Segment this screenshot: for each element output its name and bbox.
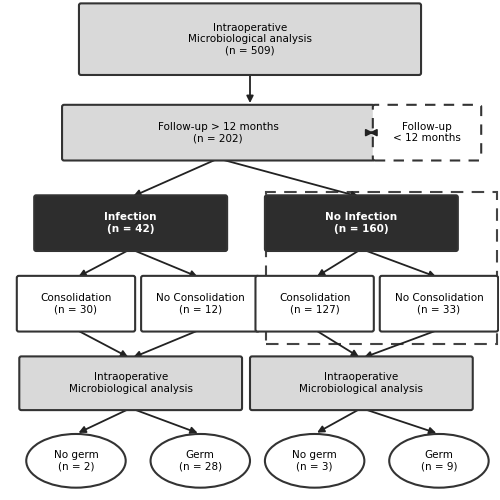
Text: No germ
(n = 3): No germ (n = 3): [292, 450, 337, 471]
FancyBboxPatch shape: [62, 105, 374, 160]
Text: Consolidation
(n = 127): Consolidation (n = 127): [279, 293, 350, 314]
Ellipse shape: [265, 434, 364, 488]
Text: No germ
(n = 2): No germ (n = 2): [54, 450, 98, 471]
Text: Consolidation
(n = 30): Consolidation (n = 30): [40, 293, 112, 314]
FancyBboxPatch shape: [265, 196, 458, 251]
FancyBboxPatch shape: [34, 196, 227, 251]
FancyBboxPatch shape: [373, 105, 481, 160]
FancyBboxPatch shape: [79, 4, 421, 75]
Ellipse shape: [389, 434, 488, 488]
Text: Intraoperative
Microbiological analysis: Intraoperative Microbiological analysis: [68, 372, 192, 394]
Text: Follow-up > 12 months
(n = 202): Follow-up > 12 months (n = 202): [158, 122, 278, 144]
FancyBboxPatch shape: [250, 356, 473, 410]
FancyBboxPatch shape: [20, 356, 242, 410]
FancyBboxPatch shape: [380, 276, 498, 332]
Text: No Infection
(n = 160): No Infection (n = 160): [326, 212, 398, 234]
FancyBboxPatch shape: [141, 276, 260, 332]
Text: Intraoperative
Microbiological analysis
(n = 509): Intraoperative Microbiological analysis …: [188, 22, 312, 56]
Text: Germ
(n = 9): Germ (n = 9): [420, 450, 457, 471]
Text: Intraoperative
Microbiological analysis: Intraoperative Microbiological analysis: [300, 372, 424, 394]
Bar: [266, 192, 496, 344]
Text: No Consolidation
(n = 33): No Consolidation (n = 33): [394, 293, 484, 314]
Ellipse shape: [26, 434, 126, 488]
Ellipse shape: [150, 434, 250, 488]
Text: No Consolidation
(n = 12): No Consolidation (n = 12): [156, 293, 244, 314]
FancyBboxPatch shape: [17, 276, 135, 332]
Text: Germ
(n = 28): Germ (n = 28): [178, 450, 222, 471]
FancyBboxPatch shape: [256, 276, 374, 332]
Text: Follow-up
< 12 months: Follow-up < 12 months: [393, 122, 461, 144]
Text: Infection
(n = 42): Infection (n = 42): [104, 212, 157, 234]
